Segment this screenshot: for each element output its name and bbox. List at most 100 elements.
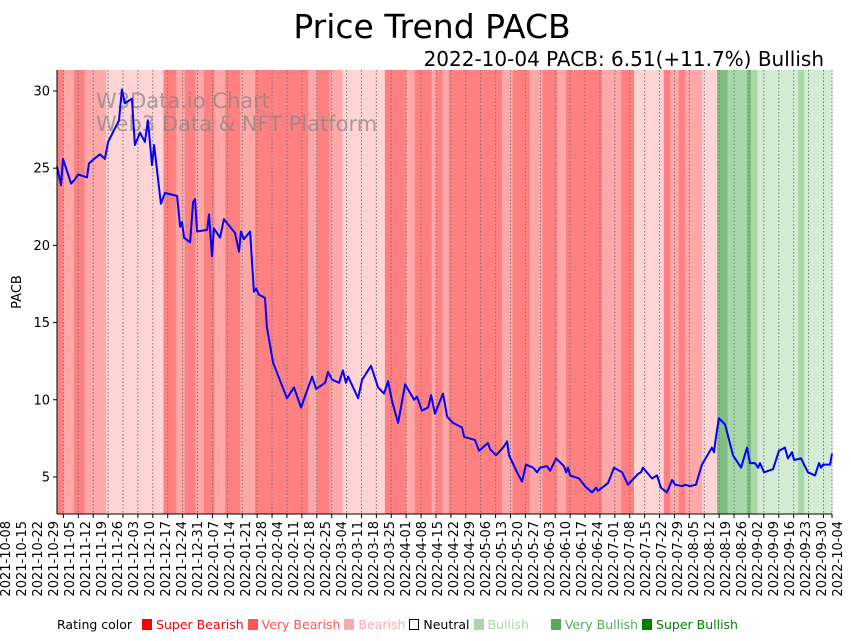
chart-title: Price Trend PACB: [293, 7, 570, 46]
legend-title: Rating color: [57, 617, 133, 632]
rating-band: [431, 70, 437, 514]
rating-band: [195, 70, 205, 514]
x-tick-label: 2021-12-31: [191, 521, 206, 597]
x-tick-label: 2022-08-05: [687, 521, 702, 597]
x-tick-label: 2022-03-18: [367, 521, 382, 597]
x-tick-label: 2022-05-06: [479, 521, 494, 597]
x-tick-label: 2022-05-13: [495, 521, 510, 597]
rating-band: [542, 70, 558, 514]
x-tick-label: 2022-02-04: [271, 521, 286, 597]
legend-swatch: [409, 619, 420, 630]
legend-label: Super Bullish: [656, 617, 738, 632]
x-tick-label: 2022-06-24: [591, 521, 606, 597]
rating-band: [176, 70, 186, 514]
x-tick-label: 2022-06-03: [543, 521, 558, 597]
x-tick-label: 2022-09-09: [767, 521, 782, 597]
x-tick-label: 2022-07-01: [607, 521, 622, 597]
legend-swatch: [642, 619, 653, 630]
x-tick-label: 2021-11-26: [111, 521, 126, 597]
rating-band: [442, 70, 450, 514]
price-line: [56, 88, 833, 494]
y-tick-label: 20: [33, 239, 50, 254]
rating-band: [384, 70, 407, 514]
rating-band: [717, 70, 729, 514]
x-tick-label: 2021-10-22: [31, 521, 46, 597]
x-tick-label: 2022-10-04: [831, 521, 846, 597]
rating-band: [316, 70, 331, 514]
rating-band: [663, 70, 671, 514]
x-tick-label: 2022-06-10: [559, 521, 574, 597]
y-tick-label: 30: [33, 84, 50, 99]
rating-band: [255, 70, 309, 514]
x-tick-label: 2022-09-02: [751, 521, 766, 597]
x-tick-label: 2022-05-27: [527, 521, 542, 597]
chart-subtitle: 2022-10-04 PACB: 6.51(+11.7%) Bullish: [424, 47, 824, 71]
legend-swatch: [247, 619, 258, 630]
rating-band: [63, 70, 75, 514]
legend-swatch: [344, 619, 355, 630]
rating-band: [501, 70, 514, 514]
watermark-line2: Web3 Data & NFT Platform: [96, 112, 377, 136]
legend-label: Neutral: [423, 617, 470, 632]
rating-band: [225, 70, 241, 514]
legend-item: Very Bullish: [550, 617, 638, 632]
x-tick-label: 2022-01-21: [239, 521, 254, 597]
rating-band: [57, 70, 64, 514]
y-tick-label: 15: [33, 316, 50, 331]
y-axis-label: PACB: [10, 275, 25, 309]
legend-item: Super Bearish: [142, 617, 244, 632]
rating-band: [84, 70, 107, 514]
x-tick-label: 2021-12-03: [127, 521, 142, 597]
x-tick-label: 2022-01-28: [255, 521, 270, 597]
x-tick-label: 2022-09-23: [799, 521, 814, 597]
legend-swatch: [142, 619, 153, 630]
rating-band: [702, 70, 718, 514]
x-tick-label: 2022-07-08: [623, 521, 638, 597]
legend-item: Neutral: [409, 617, 470, 632]
x-tick-label: 2022-02-25: [319, 521, 334, 597]
x-tick-label: 2022-08-19: [719, 521, 734, 597]
rating-band: [565, 70, 603, 514]
rating-legend: Rating color Super Bearish Very Bearish Bea…: [57, 617, 746, 632]
x-tick-label: 2022-06-17: [575, 521, 590, 597]
x-tick-label: 2022-03-11: [351, 521, 366, 597]
rating-band: [751, 70, 758, 514]
legend-swatch: [473, 619, 484, 630]
x-tick-label: 2022-01-14: [223, 521, 238, 597]
rating-band: [797, 70, 805, 514]
legend-swatch: [550, 619, 561, 630]
x-gridlines: [62, 70, 833, 514]
rating-band: [602, 70, 622, 514]
rating-band: [557, 70, 567, 514]
legend-label: Bullish: [487, 617, 529, 632]
rating-band: [329, 70, 343, 514]
x-tick-label: 2021-12-17: [159, 521, 174, 597]
x-tick-label: 2022-09-30: [815, 521, 830, 597]
x-tick-label: 2021-11-12: [79, 521, 94, 597]
rating-band: [621, 70, 635, 514]
rating-band: [448, 70, 503, 514]
x-tick-label: 2021-10-08: [0, 521, 14, 597]
rating-band: [685, 70, 703, 514]
rating-bands: [57, 70, 833, 514]
x-tick-label: 2021-11-19: [95, 521, 110, 597]
x-tick-label: 2022-05-20: [511, 521, 526, 597]
x-tick-label: 2022-09-16: [783, 521, 798, 597]
rating-band: [529, 70, 543, 514]
rating-band: [727, 70, 748, 514]
x-tick-label: 2022-04-15: [431, 521, 446, 597]
x-tick-label: 2022-04-22: [447, 521, 462, 597]
rating-band: [74, 70, 86, 514]
y-ticks: 5 10 15 20 25 30: [33, 84, 57, 485]
rating-band: [678, 70, 686, 514]
x-tick-label: 2022-04-08: [415, 521, 430, 597]
y-tick-label: 10: [33, 393, 50, 408]
x-tick-label: 2022-03-04: [335, 521, 350, 597]
rating-band: [342, 70, 386, 514]
x-tick-label: 2021-12-10: [143, 521, 158, 597]
rating-band: [414, 70, 433, 514]
x-tick-label: 2021-10-29: [47, 521, 62, 597]
rating-band: [163, 70, 177, 514]
rating-band: [214, 70, 226, 514]
x-tick-label: 2022-07-15: [639, 521, 654, 597]
